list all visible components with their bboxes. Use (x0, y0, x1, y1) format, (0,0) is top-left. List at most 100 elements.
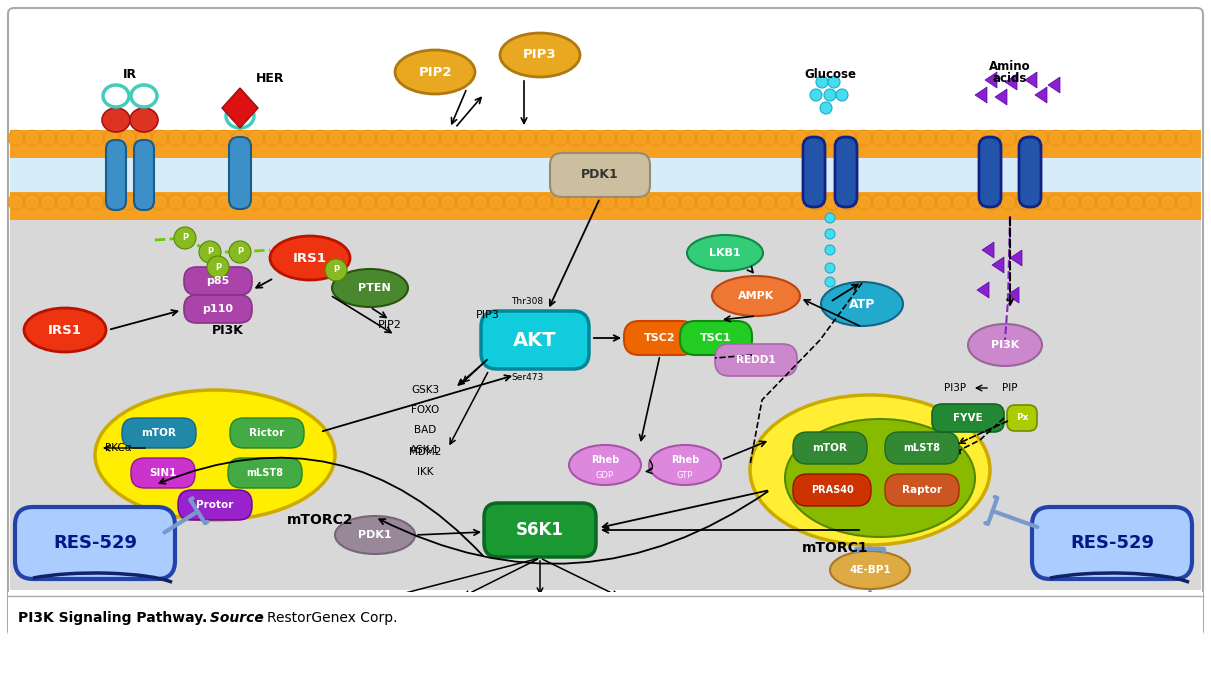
Circle shape (56, 194, 71, 210)
Text: mLST8: mLST8 (903, 443, 941, 453)
Circle shape (71, 130, 88, 146)
Text: PI3K: PI3K (212, 324, 243, 337)
Circle shape (903, 130, 920, 146)
Circle shape (248, 130, 264, 146)
Circle shape (1160, 194, 1176, 210)
Circle shape (696, 194, 712, 210)
Polygon shape (995, 89, 1008, 105)
Circle shape (823, 194, 840, 210)
FancyBboxPatch shape (885, 474, 959, 506)
Circle shape (1032, 130, 1048, 146)
Text: PDK1: PDK1 (581, 169, 619, 182)
Circle shape (648, 194, 664, 210)
Circle shape (24, 194, 40, 210)
Text: AKT: AKT (513, 330, 557, 350)
Text: IRS1: IRS1 (293, 252, 327, 265)
Ellipse shape (821, 282, 903, 326)
Ellipse shape (830, 551, 909, 589)
Circle shape (985, 130, 1000, 146)
Text: P: P (333, 265, 339, 275)
Circle shape (820, 102, 832, 114)
FancyBboxPatch shape (8, 592, 1203, 642)
Ellipse shape (750, 395, 991, 545)
Text: P: P (182, 233, 188, 243)
FancyBboxPatch shape (484, 503, 596, 557)
Polygon shape (1008, 287, 1018, 303)
Circle shape (104, 194, 120, 210)
Circle shape (504, 194, 520, 210)
FancyBboxPatch shape (589, 598, 656, 626)
Text: IKK: IKK (417, 467, 434, 477)
Text: Rheb: Rheb (671, 455, 699, 465)
Circle shape (1032, 194, 1048, 210)
Text: Rictor: Rictor (249, 428, 285, 438)
Circle shape (968, 194, 985, 210)
Circle shape (457, 194, 472, 210)
Text: Rheb: Rheb (591, 455, 619, 465)
FancyBboxPatch shape (178, 490, 252, 520)
Circle shape (233, 130, 248, 146)
Circle shape (1048, 194, 1064, 210)
Text: Amino: Amino (989, 60, 1031, 73)
Circle shape (1144, 194, 1160, 210)
Polygon shape (975, 87, 987, 103)
Circle shape (808, 194, 823, 210)
Circle shape (88, 194, 104, 210)
Circle shape (440, 130, 457, 146)
Circle shape (840, 130, 856, 146)
Polygon shape (982, 242, 994, 258)
Ellipse shape (649, 445, 721, 485)
Circle shape (360, 130, 375, 146)
Circle shape (360, 194, 375, 210)
Circle shape (808, 130, 823, 146)
Text: TSC1: TSC1 (700, 333, 731, 343)
Ellipse shape (687, 235, 763, 271)
Circle shape (823, 130, 840, 146)
Ellipse shape (834, 603, 906, 637)
FancyBboxPatch shape (10, 10, 1201, 140)
Ellipse shape (335, 516, 415, 554)
Polygon shape (222, 88, 258, 128)
FancyBboxPatch shape (107, 140, 126, 210)
Ellipse shape (94, 390, 335, 520)
FancyBboxPatch shape (506, 598, 574, 626)
Circle shape (856, 194, 872, 210)
FancyBboxPatch shape (1018, 137, 1041, 207)
Text: mTORC2: mTORC2 (287, 513, 354, 527)
Circle shape (840, 194, 856, 210)
Text: PIP2: PIP2 (418, 65, 452, 78)
Circle shape (696, 130, 712, 146)
Polygon shape (992, 257, 1004, 273)
Circle shape (136, 194, 153, 210)
Circle shape (825, 245, 836, 255)
Text: PDK1: PDK1 (358, 530, 392, 540)
Circle shape (24, 130, 40, 146)
Circle shape (248, 194, 264, 210)
FancyBboxPatch shape (230, 418, 304, 448)
Circle shape (312, 130, 328, 146)
Circle shape (325, 259, 348, 281)
Text: GSK3: GSK3 (411, 385, 440, 395)
Circle shape (888, 194, 903, 210)
Text: PI3K: PI3K (991, 340, 1020, 350)
Circle shape (184, 194, 200, 210)
Circle shape (264, 194, 280, 210)
Circle shape (520, 194, 536, 210)
Circle shape (168, 194, 184, 210)
Circle shape (1096, 130, 1112, 146)
Circle shape (8, 194, 24, 210)
Ellipse shape (24, 308, 107, 352)
Circle shape (56, 130, 71, 146)
Circle shape (825, 277, 836, 287)
Text: Ser473: Ser473 (511, 373, 543, 382)
Polygon shape (1005, 74, 1017, 90)
Circle shape (825, 263, 836, 273)
Text: GDP: GDP (596, 471, 614, 479)
Circle shape (120, 130, 136, 146)
FancyBboxPatch shape (184, 267, 252, 295)
Circle shape (328, 130, 344, 146)
Text: mTOR: mTOR (142, 428, 177, 438)
Circle shape (825, 213, 836, 223)
Circle shape (952, 130, 968, 146)
Circle shape (616, 130, 632, 146)
